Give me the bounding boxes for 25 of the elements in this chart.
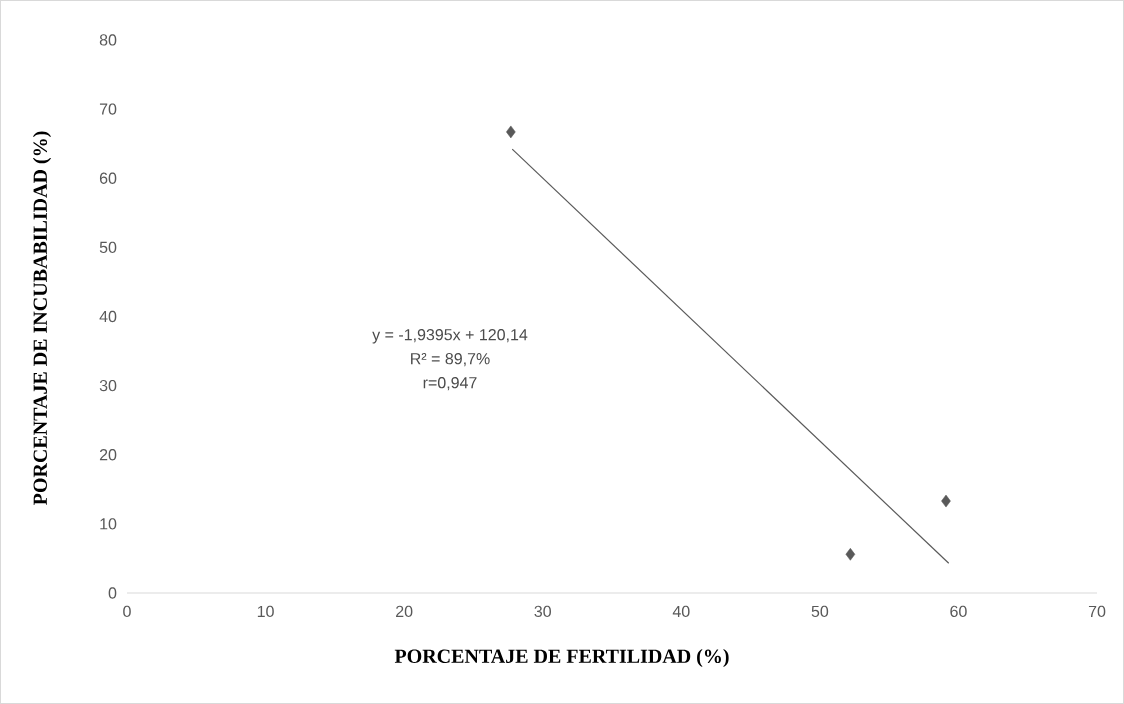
y-tick-label: 20 xyxy=(99,449,117,461)
y-tick-label: 10 xyxy=(100,518,117,530)
point xyxy=(845,548,856,561)
y-axis-title: PORCENTAJE DE INCUBABILIDAD (%) xyxy=(32,131,52,505)
annotation: r=0,947 xyxy=(423,377,477,391)
x-tick-label: 20 xyxy=(396,605,413,618)
x-tick-label: 0 xyxy=(123,605,131,618)
point xyxy=(941,494,951,508)
y-tick-label: 60 xyxy=(99,172,117,184)
y-tick-label: 0 xyxy=(108,587,117,599)
x-axis-title: PORCENTAJE DE FERTILIDAD (%) xyxy=(394,648,729,668)
x-tick-label: 10 xyxy=(257,605,274,618)
y-tick-label: 70 xyxy=(99,103,117,115)
x-tick-label: 50 xyxy=(811,605,829,618)
x-tick-label: 30 xyxy=(534,605,551,618)
x-tick-label: 60 xyxy=(950,605,967,618)
y-tick-label: 50 xyxy=(99,241,117,254)
annotation: R² = 89,7% xyxy=(411,353,490,367)
y-tick-label: 80 xyxy=(99,34,117,46)
x-tick-label: 70 xyxy=(1088,605,1106,618)
y-tick-label: 40 xyxy=(99,310,117,323)
x-tick-label: 40 xyxy=(672,605,690,618)
point xyxy=(506,125,516,139)
annotation: y = -1,9395x + 120,14 xyxy=(372,329,528,344)
y-tick-label: 30 xyxy=(99,379,117,392)
